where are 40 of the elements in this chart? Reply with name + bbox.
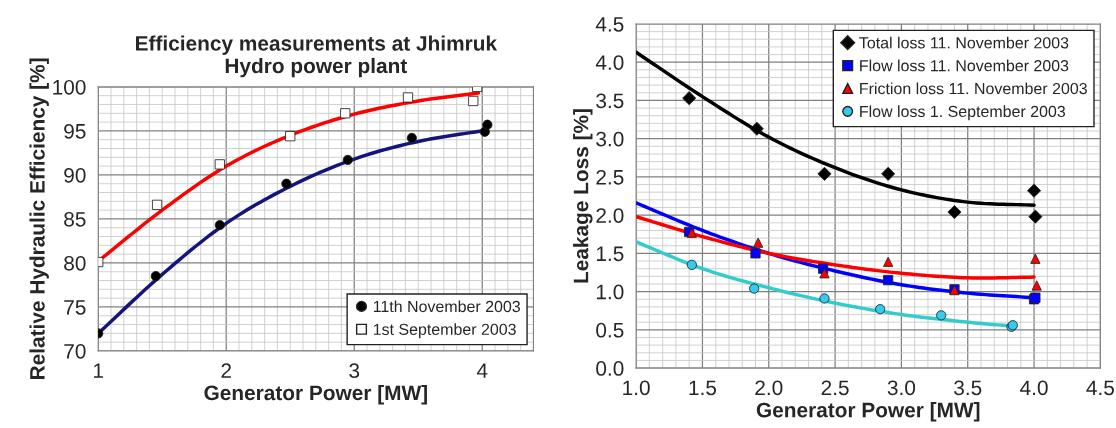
- y-tick-label: 0.0: [596, 361, 624, 376]
- y-tick-label: 0.5: [596, 322, 624, 338]
- legend-label: 11th November 2003: [373, 300, 520, 313]
- x-tick-label: 2.0: [755, 380, 783, 396]
- y-tick-label: 90: [64, 167, 86, 183]
- legend-label: Total loss 11. November 2003: [859, 36, 1069, 49]
- x-tick-label: 3: [349, 363, 360, 379]
- y-tick-label: 3.5: [596, 93, 624, 109]
- legend-label: 1st September 2003: [373, 323, 516, 339]
- y-axis-title: Relative Hydraulic Efficiency [%]: [29, 58, 49, 380]
- y-tick-label: 4.5: [595, 17, 624, 32]
- x-tick-label: 3.5: [954, 380, 982, 396]
- y-tick-label: 75: [64, 300, 86, 315]
- x-tick-label: 2: [221, 363, 231, 378]
- x-tick-label: 3.0: [887, 380, 916, 396]
- y-tick-label: 2.0: [596, 208, 624, 223]
- chart-title: Efficiency measurements at Jhimruk Hydro power plant: [136, 35, 498, 78]
- x-tick-label: 1.5: [689, 380, 717, 396]
- x-tick-label: 1.0: [623, 380, 650, 396]
- y-tick-label: 2.5: [596, 169, 624, 185]
- y-tick-label: 1.5: [596, 246, 624, 262]
- y-tick-label: 4.0: [595, 55, 624, 70]
- y-tick-label: 1.0: [596, 284, 624, 300]
- x-axis-title: Generator Power [MW]: [756, 402, 980, 422]
- legend-label: Flow loss 11. November 2003: [860, 59, 1069, 72]
- y-tick-label: 100: [53, 79, 86, 95]
- x-tick-label: 1: [94, 363, 103, 378]
- y-tick-label: 95: [64, 123, 86, 139]
- y-tick-label: 80: [64, 255, 86, 271]
- x-tick-label: 2.5: [821, 380, 849, 396]
- y-tick-label: 70: [64, 343, 86, 359]
- y-axis-title: Leakage Loss [%]: [573, 109, 593, 283]
- x-tick-label: 4.0: [1020, 380, 1048, 396]
- x-tick-label: 4: [476, 363, 488, 378]
- x-tick-label: 4.5: [1086, 380, 1114, 396]
- legend-label: Flow loss 1. September 2003: [860, 105, 1066, 121]
- legend-label: Friction loss 11. November 2003: [860, 82, 1087, 95]
- y-tick-label: 3.0: [596, 131, 624, 147]
- y-tick-label: 85: [64, 211, 86, 227]
- x-axis-title: Generator Power [MW]: [204, 384, 427, 405]
